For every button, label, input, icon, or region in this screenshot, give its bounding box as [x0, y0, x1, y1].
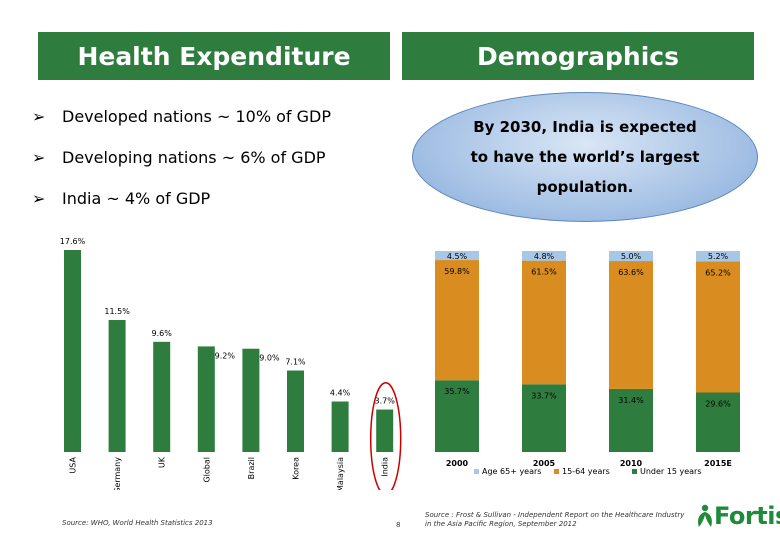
- demographics-year-label: 2000: [446, 459, 469, 468]
- health-bar-usa: [64, 250, 81, 452]
- demographics-value-label: 65.2%: [705, 268, 731, 277]
- demographics-value-label: 61.5%: [531, 268, 557, 277]
- demographics-year-label: 2010: [620, 459, 643, 468]
- bullet-text: Developed nations ~ 10% of GDP: [62, 107, 331, 126]
- demographics-segment: [609, 261, 653, 389]
- arrow-bullet-icon: ➢: [32, 148, 46, 167]
- demographics-year-label: 2005: [533, 459, 556, 468]
- demographics-value-label: 5.0%: [621, 252, 642, 261]
- demographics-value-label: 35.7%: [444, 387, 470, 396]
- demographics-segment: [609, 251, 653, 262]
- india-highlight-circle: [369, 382, 402, 490]
- demographics-segment: [522, 260, 566, 385]
- demographics-segment: [696, 261, 740, 393]
- health-category-label: Brazil: [247, 457, 256, 479]
- demographics-segment: [696, 251, 740, 262]
- demographics-value-label: 63.6%: [618, 268, 644, 277]
- demographics-segment: [435, 260, 479, 381]
- health-bar-value-label: 11.5%: [104, 307, 130, 316]
- fortis-logo: Fortis: [696, 502, 780, 530]
- arrow-bullet-icon: ➢: [32, 189, 46, 208]
- bullet-india: ➢ India ~ 4% of GDP: [32, 189, 210, 208]
- health-bar-value-label: 7.1%: [285, 358, 306, 367]
- health-expenditure-chart: 17.6% USA 11.5% Germany 9.6% UK 9.2% Global 9.0%…: [60, 237, 402, 490]
- health-bar-korea: [287, 370, 304, 452]
- logo-text: Fortis: [714, 502, 780, 530]
- health-bar-brazil: [242, 348, 260, 452]
- health-bar-value-label: 17.6%: [60, 237, 86, 246]
- legend-label: Age 65+ years: [482, 467, 541, 476]
- demographics-segment: [609, 388, 653, 452]
- health-category-label: Korea: [292, 457, 301, 480]
- demographics-segment: [696, 392, 740, 452]
- health-bar-india: [376, 409, 394, 452]
- demographics-segment: [522, 384, 566, 452]
- health-bar-malaysia: [331, 401, 349, 452]
- page-number: 8: [396, 521, 401, 529]
- health-category-label: Malaysia: [336, 457, 345, 490]
- callout-text: By 2030, India is expected to have the w…: [470, 118, 700, 196]
- demographics-segment: [435, 251, 479, 261]
- health-expenditure-banner: Health Expenditure: [38, 32, 390, 80]
- bullet-text: India ~ 4% of GDP: [62, 189, 211, 208]
- health-bar-value-label: 9.0%: [259, 354, 280, 363]
- demographics-banner: Demographics: [402, 32, 754, 80]
- health-bar-value-label: 9.2%: [215, 351, 236, 360]
- health-category-label: India: [381, 457, 390, 477]
- demographics-segment: [435, 380, 479, 452]
- demographics-value-label: 31.4%: [618, 396, 644, 405]
- health-bar-global: [197, 346, 215, 452]
- health-bar-uk: [153, 341, 171, 452]
- health-bar-value-label: 4.4%: [330, 389, 351, 398]
- demographics-value-label: 59.8%: [444, 267, 470, 276]
- legend-label: 15-64 years: [562, 467, 610, 476]
- health-bar-value-label: 3.7%: [375, 397, 396, 406]
- health-bar-germany: [108, 320, 126, 452]
- demographics-chart: 35.7% 59.8% 4.5% 2000 33.7% 61.5% 4.8% 2005 31.4…: [435, 251, 740, 476]
- fortis-leaf-icon: [698, 504, 712, 527]
- health-category-label: Germany: [113, 457, 122, 490]
- demographics-value-label: 29.6%: [705, 400, 731, 409]
- bullet-developed: ➢ Developed nations ~ 10% of GDP: [32, 107, 331, 126]
- bullet-text: Developing nations ~ 6% of GDP: [62, 148, 326, 167]
- legend-label: Under 15 years: [640, 467, 702, 476]
- demographics-year-label: 2015E: [704, 459, 732, 468]
- demographics-value-label: 5.2%: [708, 252, 729, 261]
- source-left: Source: WHO, World Health Statistics 201…: [62, 519, 213, 527]
- population-callout: By 2030, India is expected to have the w…: [412, 92, 758, 222]
- legend-swatch: [632, 469, 637, 474]
- arrow-bullet-icon: ➢: [32, 107, 46, 126]
- health-category-label: UK: [158, 456, 167, 468]
- health-bar-value-label: 9.6%: [152, 329, 173, 338]
- demographics-segment: [522, 251, 566, 261]
- health-category-label: Global: [202, 457, 211, 483]
- bullet-developing: ➢ Developing nations ~ 6% of GDP: [32, 148, 326, 167]
- legend-swatch: [474, 469, 479, 474]
- source-right: Source : Frost & Sullivan - Independent …: [425, 511, 685, 528]
- legend-swatch: [554, 469, 559, 474]
- demographics-value-label: 4.8%: [534, 252, 555, 261]
- health-category-label: USA: [69, 456, 78, 473]
- demographics-value-label: 4.5%: [447, 252, 468, 261]
- demographics-value-label: 33.7%: [531, 391, 557, 400]
